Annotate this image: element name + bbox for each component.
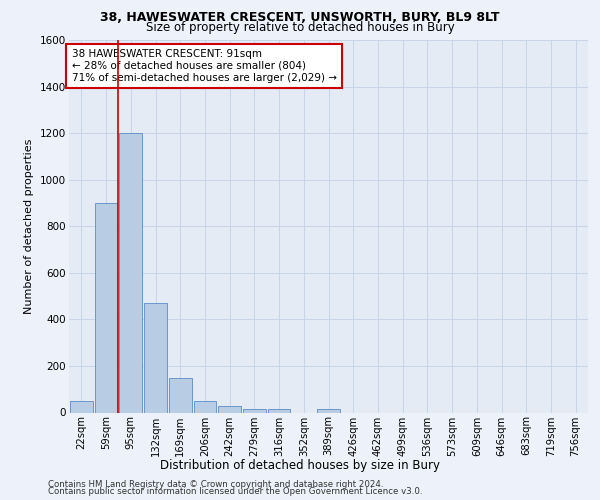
Bar	[144, 303, 167, 412]
Bar	[70, 401, 93, 412]
Text: Contains public sector information licensed under the Open Government Licence v3: Contains public sector information licen…	[48, 487, 422, 496]
Bar	[243, 409, 266, 412]
Bar	[95, 203, 118, 412]
Text: 38, HAWESWATER CRESCENT, UNSWORTH, BURY, BL9 8LT: 38, HAWESWATER CRESCENT, UNSWORTH, BURY,…	[100, 11, 500, 24]
Bar	[317, 409, 340, 412]
Bar	[218, 406, 241, 412]
Bar	[194, 401, 216, 412]
Text: 38 HAWESWATER CRESCENT: 91sqm
← 28% of detached houses are smaller (804)
71% of : 38 HAWESWATER CRESCENT: 91sqm ← 28% of d…	[71, 50, 337, 82]
Bar	[268, 409, 290, 412]
Bar	[169, 378, 191, 412]
Text: Distribution of detached houses by size in Bury: Distribution of detached houses by size …	[160, 460, 440, 472]
Text: Contains HM Land Registry data © Crown copyright and database right 2024.: Contains HM Land Registry data © Crown c…	[48, 480, 383, 489]
Bar	[119, 133, 142, 412]
Text: Size of property relative to detached houses in Bury: Size of property relative to detached ho…	[146, 22, 454, 35]
Y-axis label: Number of detached properties: Number of detached properties	[25, 138, 34, 314]
